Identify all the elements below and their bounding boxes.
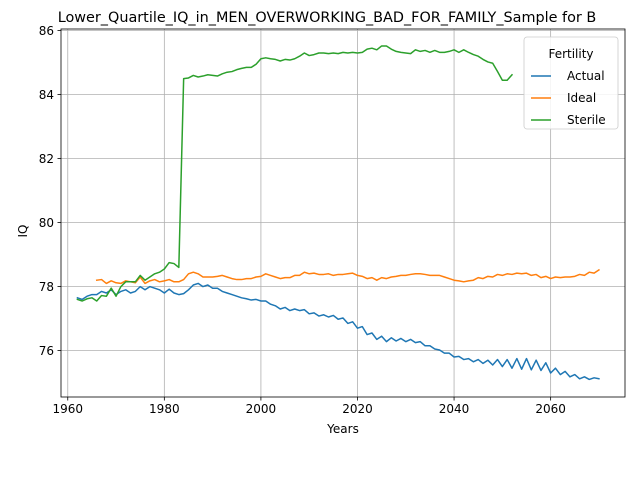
x-tick-label: 2020 — [342, 402, 373, 416]
y-tick-label: 84 — [39, 88, 54, 102]
x-tick-label: 2040 — [439, 402, 470, 416]
chart-title: Lower_Quartile_IQ_in_MEN_OVERWORKING_BAD… — [58, 10, 597, 26]
legend: Fertility Actual Ideal Sterile — [524, 37, 618, 129]
y-axis-label: IQ — [16, 225, 30, 238]
y-tick-label: 82 — [39, 152, 54, 166]
y-tick-label: 78 — [39, 280, 54, 294]
y-tick-label: 86 — [39, 24, 54, 38]
x-tick-label: 1960 — [52, 402, 83, 416]
x-axis-label: Years — [326, 422, 359, 436]
x-tick-label: 1980 — [149, 402, 180, 416]
y-tick-label: 76 — [39, 344, 54, 358]
legend-label: Sterile — [567, 113, 606, 127]
legend-title: Fertility — [548, 47, 593, 61]
y-tick-label: 80 — [39, 216, 54, 230]
legend-label: Actual — [567, 69, 605, 83]
x-tick-label: 2000 — [246, 402, 277, 416]
legend-label: Ideal — [567, 91, 596, 105]
x-tick-label: 2060 — [535, 402, 566, 416]
